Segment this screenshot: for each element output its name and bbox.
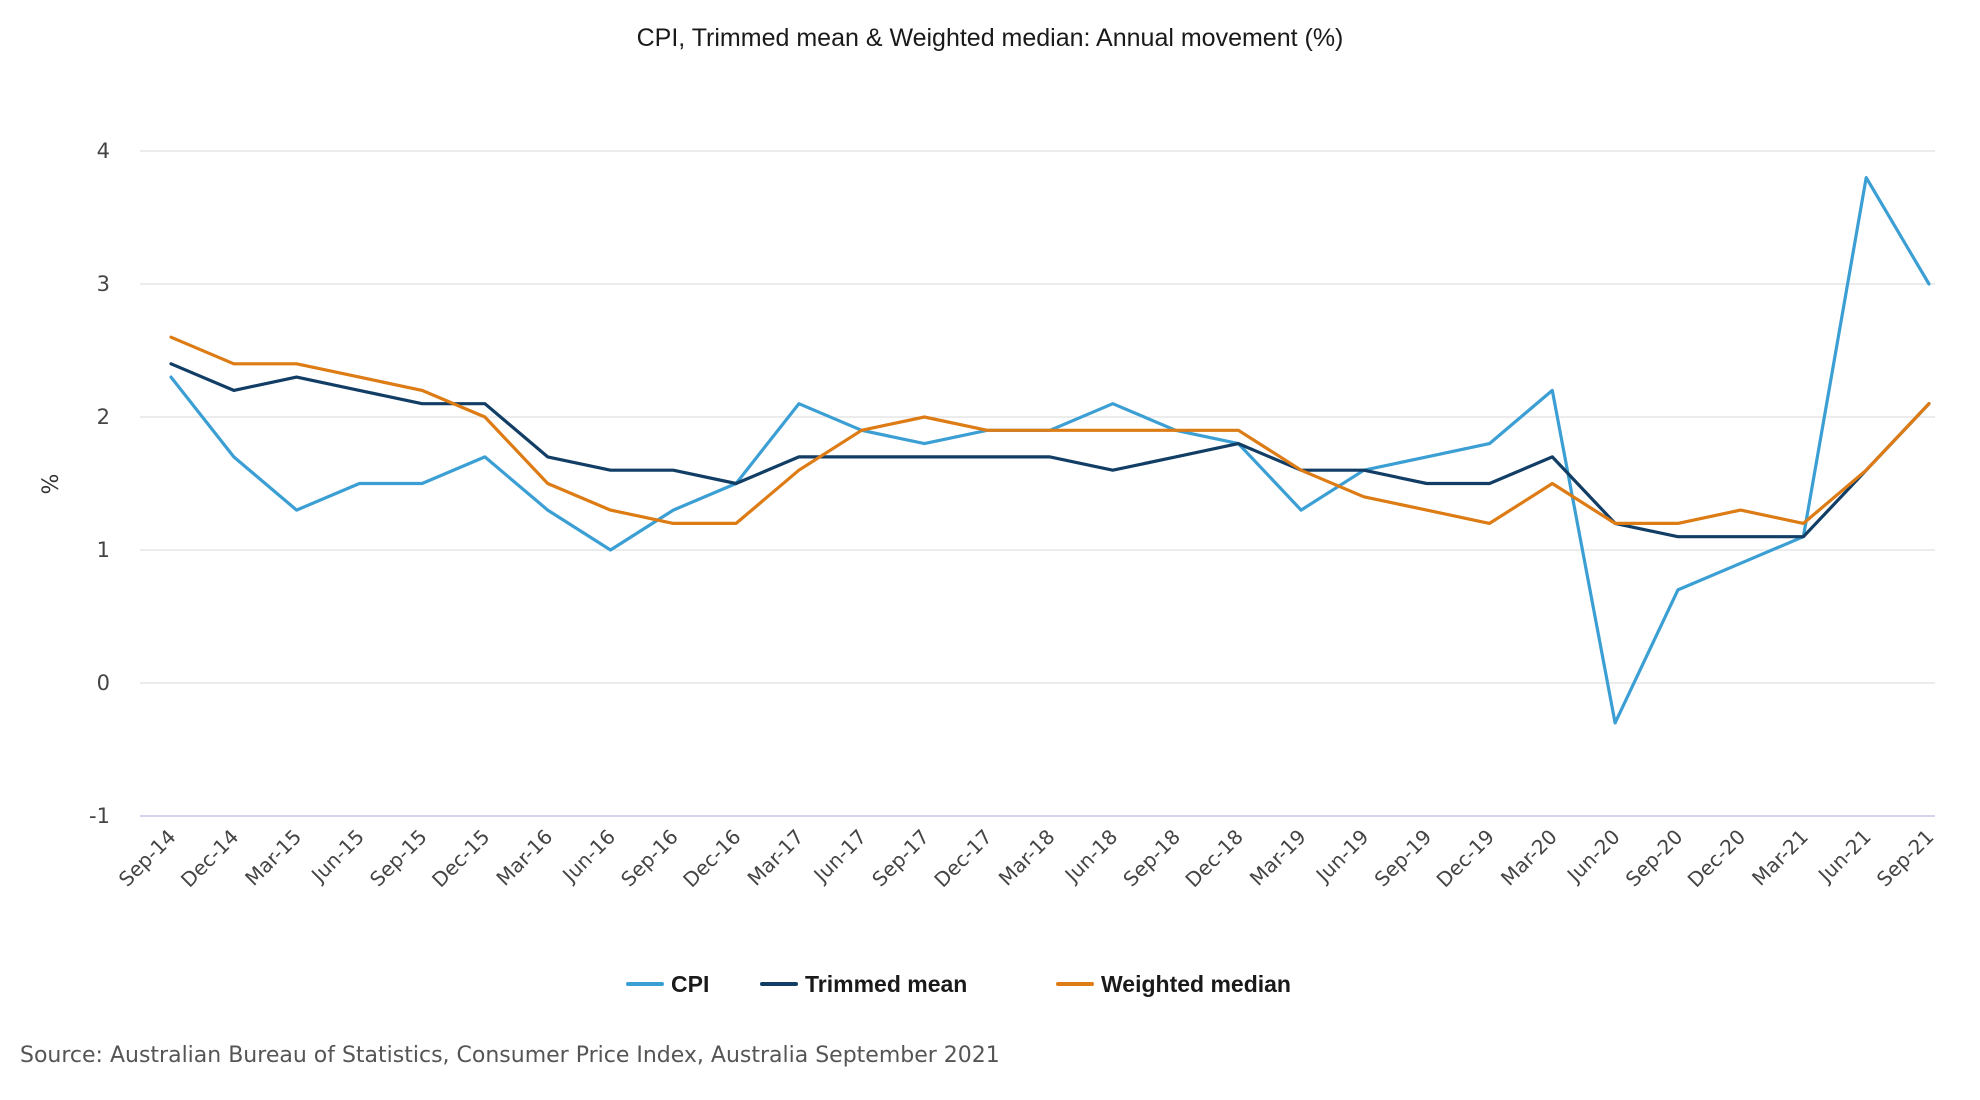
x-tick-label: Jun-16 [556, 825, 620, 889]
legend-label: Weighted median [1101, 971, 1291, 997]
chart-title: CPI, Trimmed mean & Weighted median: Ann… [637, 24, 1344, 52]
x-tick-label: Mar-20 [1496, 825, 1562, 891]
y-axis: -1 0 1 2 3 4 [89, 139, 110, 828]
x-tick-label: Dec-15 [427, 825, 494, 892]
x-tick-label: Jun-19 [1310, 825, 1374, 889]
x-tick-label: Jun-21 [1812, 825, 1876, 889]
x-tick-label: Mar-21 [1747, 825, 1813, 891]
x-tick-label: Sep-21 [1872, 825, 1939, 892]
x-tick-label: Sep-18 [1118, 825, 1185, 892]
x-tick-label: Dec-19 [1432, 825, 1499, 892]
x-tick-label: Sep-17 [867, 825, 934, 892]
x-tick-label: Mar-15 [240, 825, 306, 891]
y-tick-label: 3 [97, 272, 110, 296]
x-tick-label: Dec-14 [176, 825, 243, 892]
x-tick-label: Sep-16 [616, 825, 683, 892]
x-tick-label: Jun-18 [1059, 825, 1123, 889]
legend-item-cpi: CPI [626, 971, 709, 997]
legend-label: Trimmed mean [805, 971, 967, 997]
x-tick-label: Dec-18 [1180, 825, 1247, 892]
y-tick-label: 2 [97, 405, 110, 429]
grid [140, 150, 1935, 817]
source-note: Source: Australian Bureau of Statistics,… [20, 1043, 1000, 1068]
y-tick-label: -1 [89, 804, 110, 828]
legend: CPI Trimmed mean Weighted median [626, 971, 1291, 997]
y-tick-label: 0 [97, 671, 110, 695]
series-line-weighted-median [169, 335, 1931, 526]
x-tick-label: Mar-19 [1245, 825, 1311, 891]
y-tick-label: 1 [97, 538, 110, 562]
y-axis-label: % [39, 474, 64, 495]
legend-item-weighted-median: Weighted median [1056, 971, 1291, 997]
series-lines [169, 176, 1931, 725]
x-tick-label: Jun-20 [1561, 825, 1625, 889]
legend-item-trimmed-mean: Trimmed mean [760, 971, 967, 997]
legend-label: CPI [671, 971, 709, 997]
x-tick-label: Mar-17 [743, 825, 809, 891]
x-tick-label: Sep-20 [1621, 825, 1688, 892]
series-line-cpi [169, 176, 1931, 725]
y-tick-label: 4 [97, 139, 110, 163]
series-line-trimmed-mean [169, 362, 1931, 539]
x-tick-label: Jun-15 [305, 825, 369, 889]
x-tick-label: Jun-17 [808, 825, 872, 889]
x-tick-label: Sep-19 [1370, 825, 1437, 892]
x-tick-label: Mar-18 [994, 825, 1060, 891]
x-tick-label: Sep-15 [365, 825, 432, 892]
x-tick-label: Dec-20 [1683, 825, 1750, 892]
x-tick-label: Sep-14 [114, 825, 181, 892]
x-tick-label: Dec-16 [678, 825, 745, 892]
x-tick-label: Mar-16 [491, 825, 557, 891]
x-tick-label: Dec-17 [929, 825, 996, 892]
